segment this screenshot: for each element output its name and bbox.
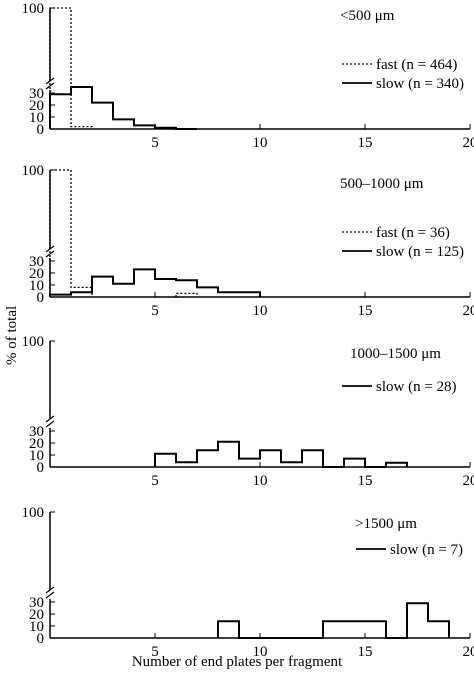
legend-label-fast: fast (n = 36) xyxy=(376,225,450,241)
x-tick-label: 20 xyxy=(463,135,474,151)
panel-size-label: >1500 μm xyxy=(355,516,417,532)
histogram-bars xyxy=(154,440,408,468)
x-tick-label: 5 xyxy=(151,473,159,489)
y-tick-label: 0 xyxy=(37,460,45,476)
y-tick-label: 0 xyxy=(37,122,45,138)
y-tick-label: 10 xyxy=(29,278,44,294)
x-tick-label: 10 xyxy=(253,135,268,151)
panel-size-label: 1000–1500 μm xyxy=(350,346,441,362)
y-tick-label: 30 xyxy=(29,86,44,102)
x-tick-label: 15 xyxy=(358,135,373,151)
legend-label-slow: slow (n = 28) xyxy=(376,379,457,395)
x-tick-label: 20 xyxy=(463,644,474,660)
y-tick-label: 30 xyxy=(29,595,44,611)
series-slow xyxy=(49,268,261,297)
axis-break-mark xyxy=(45,82,55,90)
y-tick-label: 20 xyxy=(29,436,44,452)
y-tick-label: 100 xyxy=(22,1,45,17)
series-fast xyxy=(49,169,198,297)
x-tick-label: 15 xyxy=(358,644,373,660)
series-slow xyxy=(49,86,197,130)
legend-label-fast: fast (n = 464) xyxy=(376,57,457,73)
y-axis-label: % of total xyxy=(4,305,20,365)
y-tick-label: 0 xyxy=(37,290,45,306)
axis-break-mark xyxy=(45,420,55,428)
x-axis-label: Number of end plates per fragment xyxy=(131,654,343,670)
x-tick-label: 15 xyxy=(358,303,373,319)
y-tick-label: 100 xyxy=(22,334,45,350)
y-tick-label: 100 xyxy=(22,505,45,521)
y-tick-label: 30 xyxy=(29,424,44,440)
histogram-bars xyxy=(49,268,261,297)
y-tick-label: 30 xyxy=(29,254,44,270)
x-tick-label: 20 xyxy=(463,473,474,489)
histogram-bars xyxy=(49,7,93,129)
y-tick-label: 10 xyxy=(29,448,44,464)
y-tick-label: 10 xyxy=(29,619,44,635)
y-tick-label: 100 xyxy=(22,163,45,179)
axis-break-mark xyxy=(45,415,55,423)
series-slow xyxy=(154,440,408,468)
y-tick-label: 0 xyxy=(37,631,45,647)
panel-size-label: 500–1000 μm xyxy=(340,176,424,192)
y-tick-label: 20 xyxy=(29,266,44,282)
axis-break-mark xyxy=(45,250,55,258)
x-tick-label: 5 xyxy=(151,303,159,319)
axis-break-mark xyxy=(45,586,55,594)
panel-size-label: <500 μm xyxy=(340,8,395,24)
legend-label-slow: slow (n = 7) xyxy=(390,542,463,558)
series-slow xyxy=(217,602,450,639)
x-tick-label: 20 xyxy=(463,303,474,319)
y-tick-label: 20 xyxy=(29,98,44,114)
y-tick-label: 20 xyxy=(29,607,44,623)
histogram-bars xyxy=(217,602,450,639)
histogram-bars xyxy=(49,86,197,130)
x-tick-label: 15 xyxy=(358,473,373,489)
histogram-bars xyxy=(49,169,198,297)
axis-break-mark xyxy=(45,591,55,599)
x-tick-label: 10 xyxy=(253,473,268,489)
x-tick-label: 5 xyxy=(151,135,159,151)
x-tick-label: 5 xyxy=(151,644,159,660)
y-tick-label: 10 xyxy=(29,110,44,126)
legend-label-slow: slow (n = 125) xyxy=(376,244,464,260)
x-tick-label: 10 xyxy=(253,644,268,660)
series-fast xyxy=(49,7,93,129)
legend-label-slow: slow (n = 340) xyxy=(376,76,464,92)
x-tick-label: 10 xyxy=(253,303,268,319)
